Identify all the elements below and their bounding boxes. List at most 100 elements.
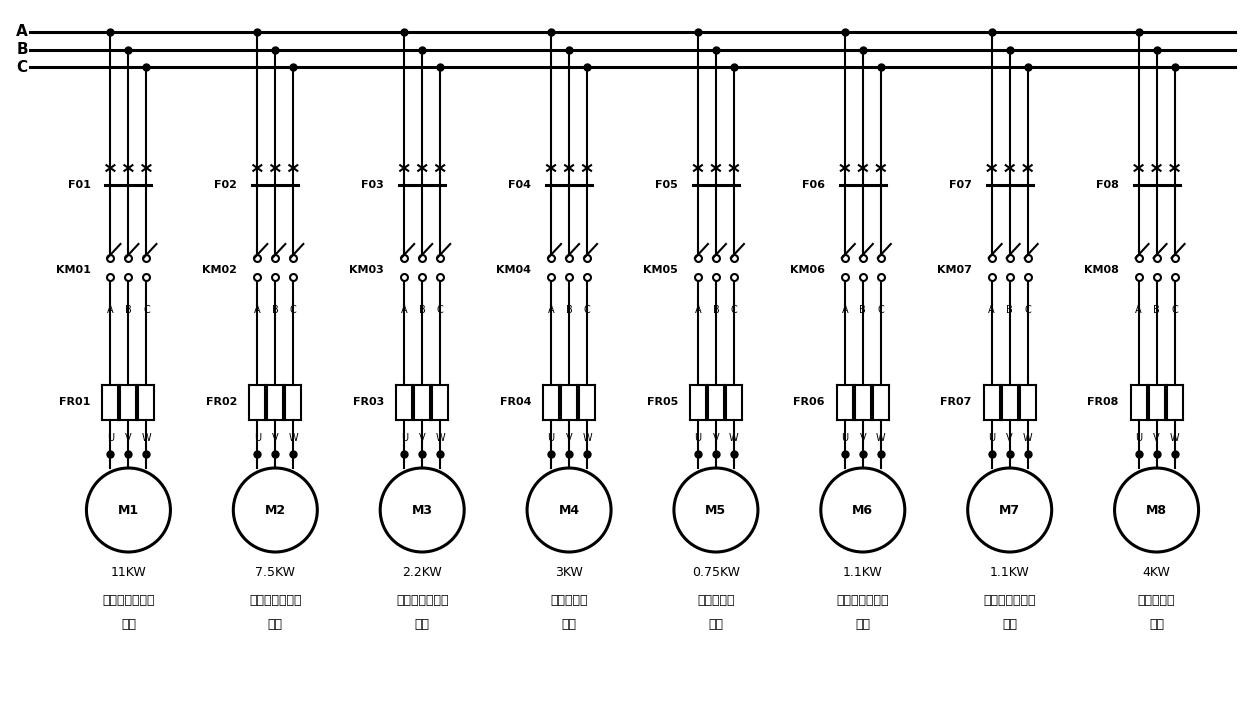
Text: W: W — [875, 433, 885, 443]
Text: A: A — [548, 305, 554, 315]
Text: C: C — [1172, 305, 1178, 315]
Text: A: A — [694, 305, 702, 315]
Text: 回路: 回路 — [1149, 619, 1164, 631]
Text: 回路: 回路 — [122, 619, 136, 631]
Text: 回路: 回路 — [268, 619, 283, 631]
Text: A: A — [842, 305, 848, 315]
Text: U: U — [841, 433, 848, 443]
Text: W: W — [729, 433, 739, 443]
Text: V: V — [713, 433, 719, 443]
Text: C: C — [16, 60, 27, 74]
Text: KM02: KM02 — [202, 265, 237, 275]
Text: 4KW: 4KW — [1142, 566, 1171, 579]
Text: B: B — [419, 305, 425, 315]
Text: M6: M6 — [852, 504, 873, 516]
Text: B: B — [16, 42, 27, 58]
Text: 水泥螺旋输送机: 水泥螺旋输送机 — [249, 593, 301, 606]
Text: 回路: 回路 — [1002, 619, 1017, 631]
Text: FR05: FR05 — [647, 397, 678, 407]
Text: C: C — [290, 305, 296, 315]
Text: A: A — [107, 305, 114, 315]
Text: A: A — [401, 305, 408, 315]
Text: F07: F07 — [949, 180, 972, 190]
Text: KM06: KM06 — [790, 265, 825, 275]
Text: V: V — [272, 433, 279, 443]
Text: FR08: FR08 — [1087, 397, 1118, 407]
Text: W: W — [1023, 433, 1033, 443]
Text: U: U — [694, 433, 702, 443]
Text: C: C — [878, 305, 884, 315]
Text: 2.2KW: 2.2KW — [402, 566, 443, 579]
Text: F08: F08 — [1096, 180, 1118, 190]
Text: M5: M5 — [706, 504, 727, 516]
Text: 第二药剂管道泵: 第二药剂管道泵 — [983, 593, 1035, 606]
Text: V: V — [1153, 433, 1159, 443]
Text: M8: M8 — [1146, 504, 1167, 516]
Text: M3: M3 — [412, 504, 433, 516]
Text: B: B — [713, 305, 719, 315]
Text: F04: F04 — [508, 180, 531, 190]
Text: B: B — [859, 305, 867, 315]
Text: B: B — [1153, 305, 1159, 315]
Text: F01: F01 — [67, 180, 91, 190]
Text: 皮带输送机: 皮带输送机 — [551, 593, 588, 606]
Text: C: C — [1024, 305, 1032, 315]
Text: V: V — [565, 433, 573, 443]
Text: B: B — [125, 305, 131, 315]
Text: 3KW: 3KW — [556, 566, 583, 579]
Text: M7: M7 — [999, 504, 1021, 516]
Text: 回路: 回路 — [562, 619, 577, 631]
Text: 回路: 回路 — [708, 619, 723, 631]
Text: KM01: KM01 — [56, 265, 91, 275]
Text: FR04: FR04 — [500, 397, 531, 407]
Text: F03: F03 — [361, 180, 384, 190]
Text: 0.75KW: 0.75KW — [692, 566, 740, 579]
Text: A: A — [254, 305, 260, 315]
Text: M2: M2 — [265, 504, 286, 516]
Text: U: U — [254, 433, 260, 443]
Text: KM07: KM07 — [936, 265, 972, 275]
Text: 1.1KW: 1.1KW — [990, 566, 1029, 579]
Text: 回路: 回路 — [414, 619, 430, 631]
Text: C: C — [143, 305, 150, 315]
Text: FR01: FR01 — [60, 397, 91, 407]
Text: U: U — [548, 433, 554, 443]
Text: U: U — [401, 433, 408, 443]
Text: V: V — [859, 433, 866, 443]
Text: FR03: FR03 — [353, 397, 384, 407]
Text: V: V — [125, 433, 131, 443]
Text: V: V — [1007, 433, 1013, 443]
Text: B: B — [272, 305, 279, 315]
Text: A: A — [16, 25, 27, 39]
Text: 11KW: 11KW — [110, 566, 146, 579]
Text: F06: F06 — [802, 180, 825, 190]
Text: 飞灰螺旋输送机: 飞灰螺旋输送机 — [102, 593, 155, 606]
Text: A: A — [1136, 305, 1142, 315]
Text: FR06: FR06 — [794, 397, 825, 407]
Text: V: V — [419, 433, 425, 443]
Text: U: U — [1135, 433, 1142, 443]
Text: F05: F05 — [655, 180, 678, 190]
Text: B: B — [1007, 305, 1013, 315]
Text: 飞灰叶轮给料机: 飞灰叶轮给料机 — [396, 593, 449, 606]
Text: 1.1KW: 1.1KW — [843, 566, 883, 579]
Text: 药剂原液泵: 药剂原液泵 — [697, 593, 734, 606]
Text: FR02: FR02 — [206, 397, 237, 407]
Text: 回路: 回路 — [856, 619, 870, 631]
Text: KM08: KM08 — [1084, 265, 1118, 275]
Text: A: A — [988, 305, 994, 315]
Text: C: C — [730, 305, 738, 315]
Text: 稀释搞拌机: 稀释搞拌机 — [1138, 593, 1176, 606]
Text: M4: M4 — [558, 504, 579, 516]
Text: C: C — [436, 305, 444, 315]
Text: KM05: KM05 — [644, 265, 678, 275]
Text: W: W — [583, 433, 591, 443]
Text: W: W — [1169, 433, 1179, 443]
Text: 第一药剂管道泵: 第一药剂管道泵 — [837, 593, 889, 606]
Text: 7.5KW: 7.5KW — [255, 566, 295, 579]
Text: W: W — [435, 433, 445, 443]
Text: M1: M1 — [118, 504, 139, 516]
Text: U: U — [988, 433, 996, 443]
Text: FR07: FR07 — [940, 397, 972, 407]
Text: KM03: KM03 — [350, 265, 384, 275]
